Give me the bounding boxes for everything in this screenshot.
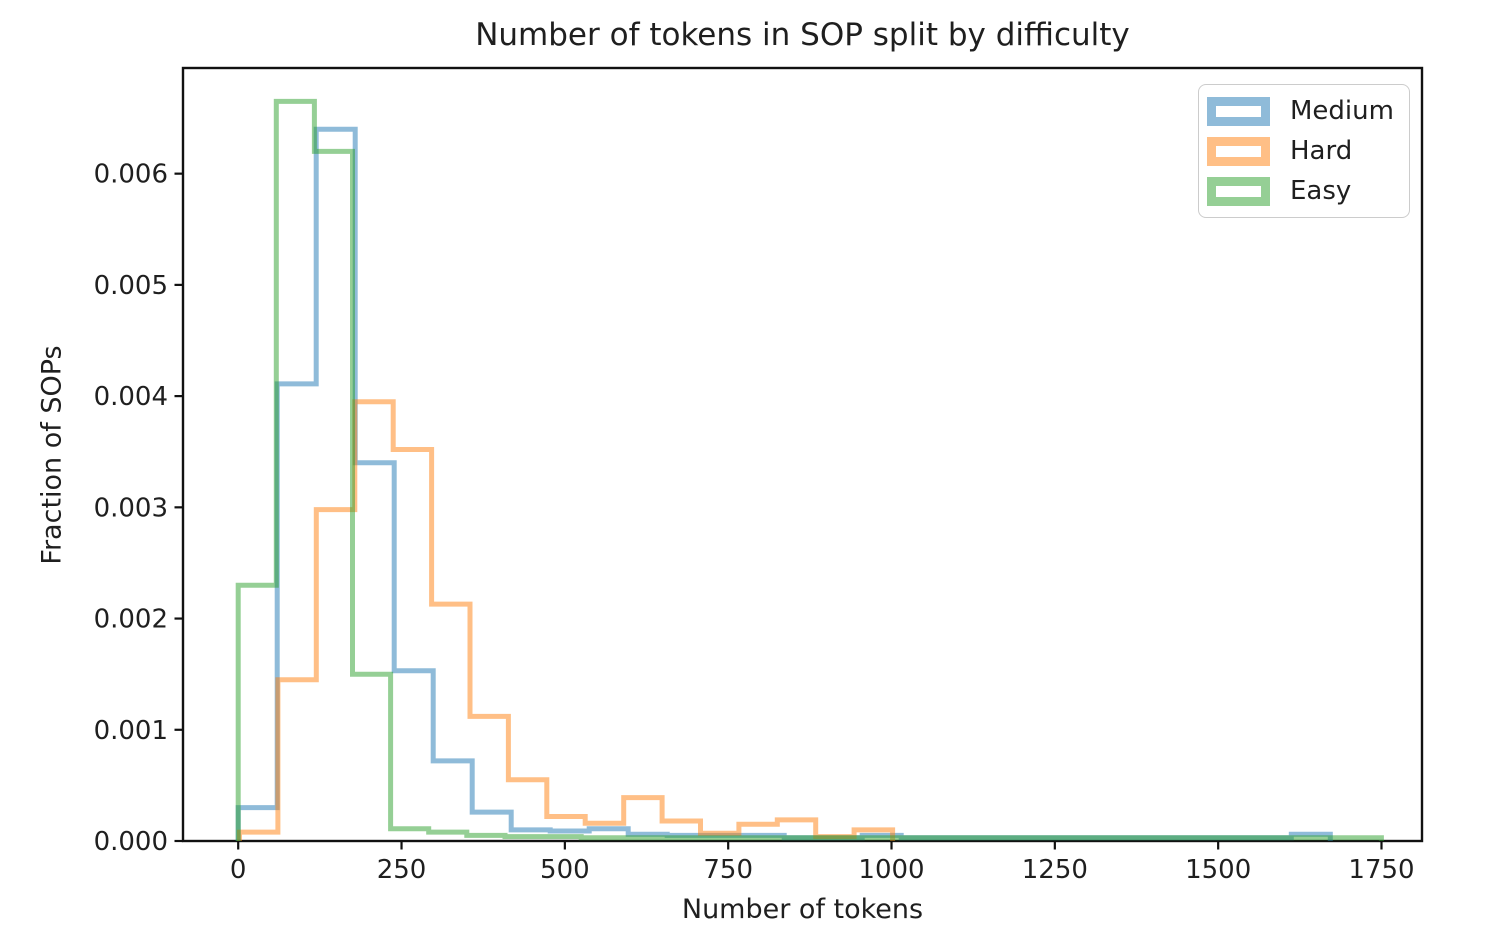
x-tick-label: 1250 bbox=[1022, 855, 1088, 885]
y-tick-label: 0.004 bbox=[94, 382, 168, 412]
legend-item-medium: Medium bbox=[1207, 91, 1401, 131]
x-tick-label: 250 bbox=[377, 855, 427, 885]
legend-label-hard: Hard bbox=[1290, 136, 1353, 166]
x-tick-label: 1750 bbox=[1348, 855, 1414, 885]
series-medium bbox=[235, 126, 1333, 841]
x-axis-label: Number of tokens bbox=[681, 894, 924, 925]
series-hard bbox=[237, 399, 896, 841]
chart-title: Number of tokens in SOP split by difficu… bbox=[475, 17, 1130, 53]
legend-item-hard: Hard bbox=[1207, 131, 1401, 171]
y-tick-label: 0.005 bbox=[94, 271, 168, 301]
x-tick-label: 750 bbox=[703, 855, 753, 885]
y-tick-label: 0.002 bbox=[94, 605, 168, 635]
x-tick-label: 1500 bbox=[1185, 855, 1251, 885]
legend-item-easy: Easy bbox=[1207, 171, 1401, 211]
y-tick-label: 0.003 bbox=[94, 493, 168, 523]
y-axis-label: Fraction of SOPs bbox=[36, 345, 68, 565]
legend-label-easy: Easy bbox=[1290, 176, 1352, 206]
legend-swatch-hard bbox=[1207, 136, 1270, 166]
series-easy bbox=[235, 98, 1384, 841]
legend: Medium Hard Easy bbox=[1198, 84, 1410, 218]
axes-frame bbox=[181, 66, 1424, 843]
x-tick-label: 500 bbox=[540, 855, 590, 885]
legend-label-medium: Medium bbox=[1290, 96, 1394, 126]
x-tick-label: 0 bbox=[230, 855, 247, 885]
legend-swatch-medium bbox=[1207, 96, 1270, 126]
y-tick-label: 0.000 bbox=[94, 827, 168, 857]
legend-swatch-easy bbox=[1207, 176, 1270, 206]
y-tick-label: 0.001 bbox=[94, 716, 168, 746]
x-tick-label: 1000 bbox=[858, 855, 924, 885]
y-tick-label: 0.006 bbox=[94, 160, 168, 190]
